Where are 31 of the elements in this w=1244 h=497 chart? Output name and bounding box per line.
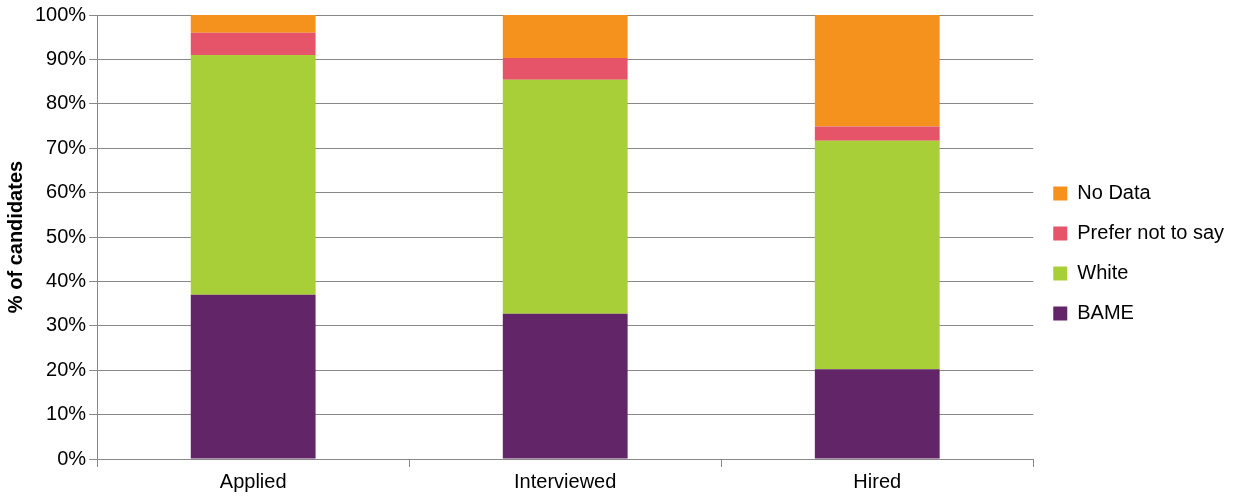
bar (190, 15, 316, 33)
x-tick-label: Interviewed (514, 469, 617, 492)
y-tick-label: 0% (57, 446, 87, 469)
bar (502, 79, 628, 314)
legend-label: Prefer not to say (1077, 221, 1225, 244)
y-tick-label: 30% (46, 313, 87, 336)
y-axis-title: % of candidates (3, 160, 26, 314)
bar (190, 294, 316, 459)
legend-label: BAME (1077, 301, 1134, 324)
y-tick-label: 90% (46, 46, 87, 69)
bar (190, 32, 316, 55)
y-tick-label: 80% (46, 91, 87, 114)
y-tick-label: 60% (46, 180, 87, 203)
bar (814, 369, 940, 459)
y-tick-label: 10% (46, 402, 87, 425)
y-tick-label: 50% (46, 224, 87, 247)
y-tick-label: 20% (46, 357, 87, 380)
bar (814, 140, 940, 370)
legend-label: No Data (1077, 181, 1152, 204)
y-tick-label: 40% (46, 268, 87, 291)
bar (190, 54, 316, 295)
y-tick-label: 100% (35, 2, 87, 25)
x-tick-label: Applied (219, 469, 287, 492)
x-tick-label: Hired (853, 469, 902, 492)
bar (502, 313, 628, 459)
bar (502, 58, 628, 80)
bar (814, 126, 940, 141)
legend-label: White (1077, 261, 1129, 284)
y-tick-label: 70% (46, 135, 87, 158)
bar (502, 15, 628, 59)
bar (814, 15, 940, 127)
